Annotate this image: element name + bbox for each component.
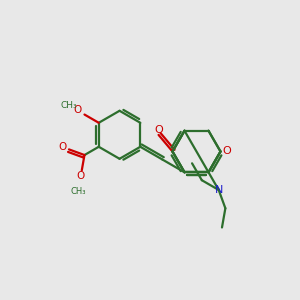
Text: O: O: [58, 142, 67, 152]
Text: CH₃: CH₃: [60, 101, 77, 110]
Text: O: O: [73, 105, 81, 115]
Text: O: O: [223, 146, 232, 157]
Text: CH₃: CH₃: [70, 187, 86, 196]
Text: O: O: [154, 125, 163, 135]
Text: N: N: [214, 185, 223, 195]
Text: O: O: [77, 171, 85, 181]
